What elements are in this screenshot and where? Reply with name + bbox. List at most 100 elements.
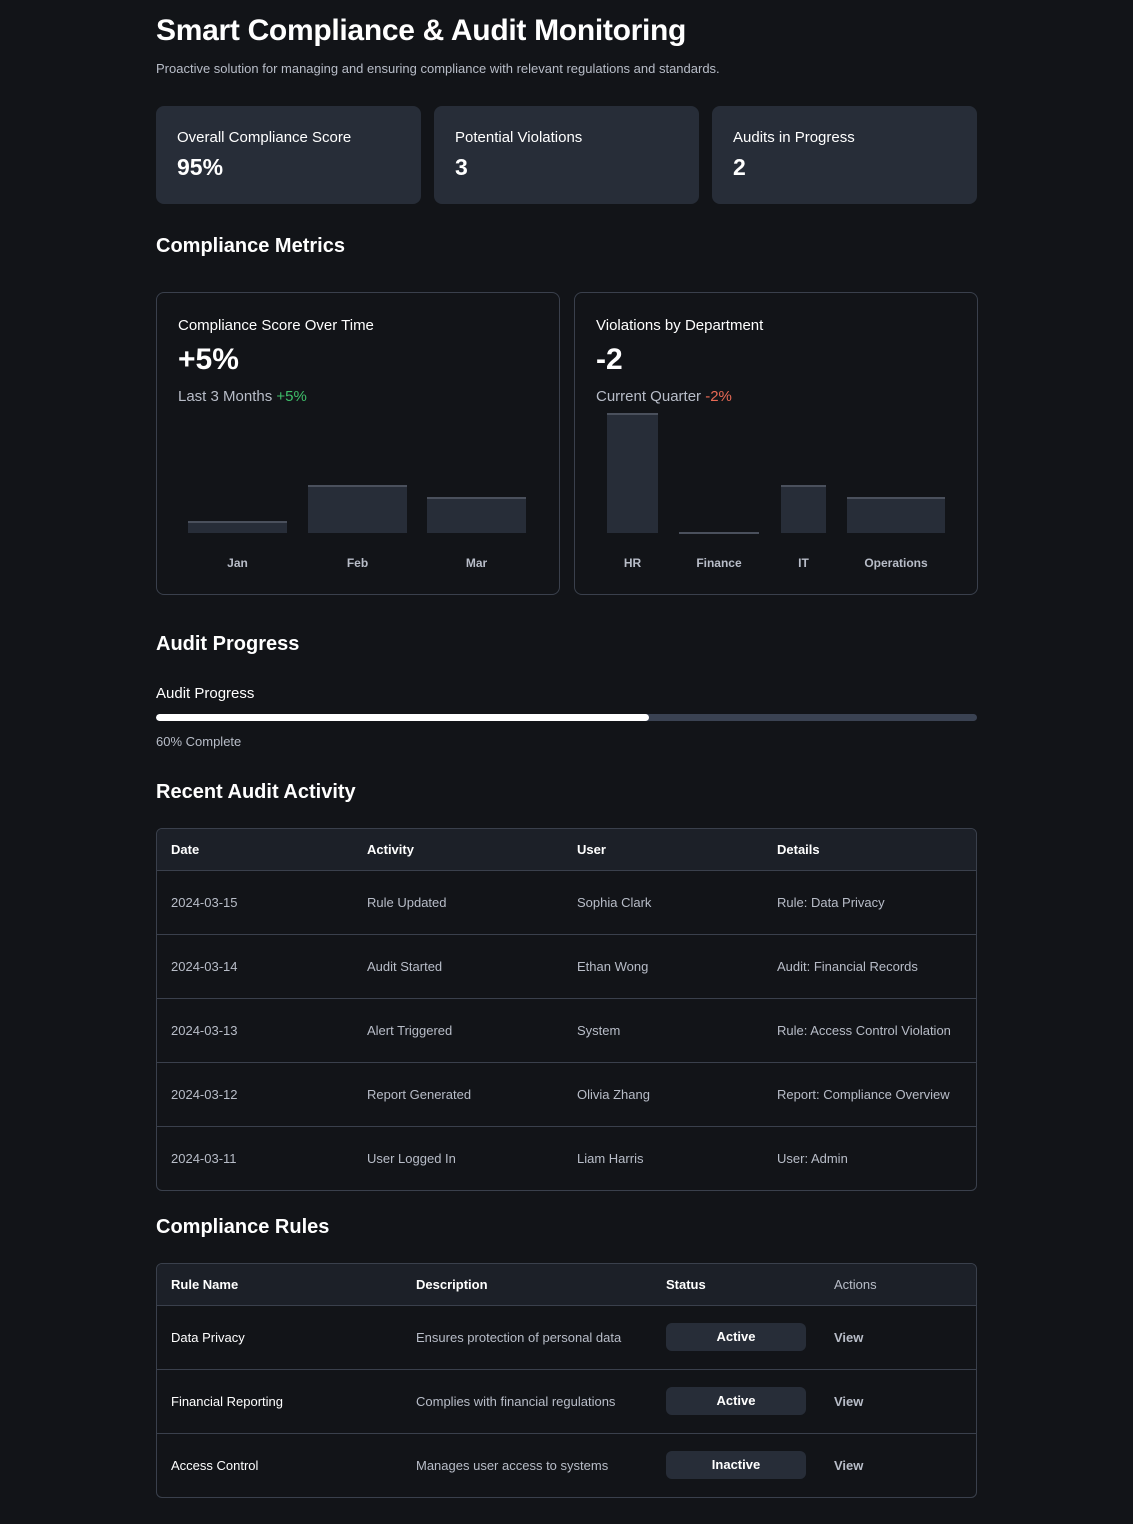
column-header-date: Date <box>171 841 200 857</box>
cell-details: Rule: Data Privacy <box>763 869 976 934</box>
stat-label: Overall Compliance Score <box>177 129 352 146</box>
column-header-description: Description <box>416 1276 488 1292</box>
status-badge: Inactive <box>666 1451 806 1480</box>
status-badge: Active <box>666 1323 806 1351</box>
cell-activity: Alert Triggered <box>353 997 563 1062</box>
bar-label-jan: Jan <box>227 556 248 570</box>
section-title-metrics: Compliance Metrics <box>156 235 345 257</box>
view-rule-link[interactable]: View <box>834 1393 864 1409</box>
cell-status: Inactive <box>652 1432 820 1497</box>
cell-date: 2024-03-11 <box>157 1125 353 1190</box>
cell-details: User: Admin <box>763 1125 976 1190</box>
bar-it <box>781 485 826 533</box>
page-subtitle: Proactive solution for managing and ensu… <box>156 61 720 76</box>
bar-jan <box>188 521 287 533</box>
stat-card-potential-violations: Potential Violations 3 <box>434 106 699 204</box>
chart-change: +5% <box>276 388 307 405</box>
progress-label: Audit Progress <box>156 685 255 702</box>
cell-activity: Report Generated <box>353 1061 563 1126</box>
table-row: 2024-03-15 Rule Updated Sophia Clark Rul… <box>157 869 976 934</box>
chart-subtitle: Last 3 Months +5% <box>178 388 307 405</box>
chart-value: -2 <box>596 343 623 376</box>
table-row: Access Control Manages user access to sy… <box>157 1432 976 1497</box>
bar-finance <box>679 531 759 534</box>
chart-value: +5% <box>178 343 239 376</box>
bar-label-feb: Feb <box>346 556 369 570</box>
activity-table: Date Activity User Details 2024-03-15 Ru… <box>156 828 977 1191</box>
cell-user: Sophia Clark <box>563 869 763 934</box>
view-rule-link[interactable]: View <box>834 1329 864 1345</box>
cell-details: Audit: Financial Records <box>763 933 976 998</box>
cell-details: Rule: Access Control Violation <box>763 997 976 1062</box>
cell-activity: Audit Started <box>353 933 563 998</box>
section-title-audit-progress: Audit Progress <box>156 633 300 655</box>
bar-hr <box>607 413 658 533</box>
chart-period: Last 3 Months <box>178 388 273 405</box>
table-header-row: Date Activity User Details <box>157 829 976 870</box>
bar-label-mar: Mar <box>465 556 488 570</box>
table-header-row: Rule Name Description Status Actions <box>157 1264 976 1305</box>
stat-card-compliance-score: Overall Compliance Score 95% <box>156 106 421 204</box>
cell-rule-name: Data Privacy <box>157 1304 402 1369</box>
cell-user: Olivia Zhang <box>563 1061 763 1126</box>
page-title: Smart Compliance & Audit Monitoring <box>156 14 687 47</box>
status-badge: Active <box>666 1387 806 1415</box>
bar-label-hr: HR <box>623 556 642 570</box>
column-header-status: Status <box>666 1276 706 1292</box>
column-header-details: Details <box>777 841 820 857</box>
stat-value: 3 <box>455 154 468 180</box>
cell-date: 2024-03-13 <box>157 997 353 1062</box>
progress-text: 60% Complete <box>156 734 242 749</box>
stat-value: 95% <box>177 154 224 180</box>
column-header-rule-name: Rule Name <box>171 1276 239 1292</box>
cell-status: Active <box>652 1368 820 1433</box>
chart-change: -2% <box>705 388 732 405</box>
cell-status: Active <box>652 1304 820 1369</box>
cell-description: Complies with financial regulations <box>402 1368 652 1433</box>
column-header-user: User <box>577 841 606 857</box>
cell-actions: View <box>820 1304 976 1369</box>
cell-actions: View <box>820 1432 976 1497</box>
chart-violations-by-department: Violations by Department -2 Current Quar… <box>574 292 978 595</box>
stat-card-audits-in-progress: Audits in Progress 2 <box>712 106 977 204</box>
stat-label: Potential Violations <box>455 129 583 146</box>
table-row: 2024-03-12 Report Generated Olivia Zhang… <box>157 1061 976 1126</box>
cell-activity: User Logged In <box>353 1125 563 1190</box>
audit-progress-bar <box>156 714 977 721</box>
table-row: Financial Reporting Complies with financ… <box>157 1368 976 1433</box>
bar-label-it: IT <box>798 556 809 570</box>
bar-mar <box>427 497 526 533</box>
cell-description: Manages user access to systems <box>402 1432 652 1497</box>
stat-label: Audits in Progress <box>733 129 855 146</box>
table-row: 2024-03-11 User Logged In Liam Harris Us… <box>157 1125 976 1190</box>
bar-label-operations: Operations <box>864 556 928 570</box>
cell-user: Liam Harris <box>563 1125 763 1190</box>
chart-compliance-score-over-time: Compliance Score Over Time +5% Last 3 Mo… <box>156 292 560 595</box>
cell-date: 2024-03-14 <box>157 933 353 998</box>
table-row: Data Privacy Ensures protection of perso… <box>157 1304 976 1369</box>
view-rule-link[interactable]: View <box>834 1457 864 1473</box>
column-header-actions: Actions <box>834 1276 877 1292</box>
rules-table: Rule Name Description Status Actions Dat… <box>156 1263 977 1498</box>
cell-date: 2024-03-12 <box>157 1061 353 1126</box>
cell-activity: Rule Updated <box>353 869 563 934</box>
column-header-activity: Activity <box>367 841 414 857</box>
chart-period: Current Quarter <box>596 388 702 405</box>
cell-description: Ensures protection of personal data <box>402 1304 652 1369</box>
audit-progress-fill <box>156 714 649 721</box>
table-row: 2024-03-13 Alert Triggered System Rule: … <box>157 997 976 1062</box>
section-title-compliance-rules: Compliance Rules <box>156 1216 330 1238</box>
bar-feb <box>308 485 407 533</box>
section-title-recent-activity: Recent Audit Activity <box>156 781 356 803</box>
cell-date: 2024-03-15 <box>157 869 353 934</box>
bar-operations <box>847 497 945 533</box>
cell-user: System <box>563 997 763 1062</box>
bar-label-finance: Finance <box>696 556 742 570</box>
cell-user: Ethan Wong <box>563 933 763 998</box>
stat-value: 2 <box>733 154 746 180</box>
cell-details: Report: Compliance Overview <box>763 1061 976 1126</box>
cell-actions: View <box>820 1368 976 1433</box>
table-row: 2024-03-14 Audit Started Ethan Wong Audi… <box>157 933 976 998</box>
chart-title: Violations by Department <box>596 317 764 334</box>
cell-rule-name: Financial Reporting <box>157 1368 402 1433</box>
